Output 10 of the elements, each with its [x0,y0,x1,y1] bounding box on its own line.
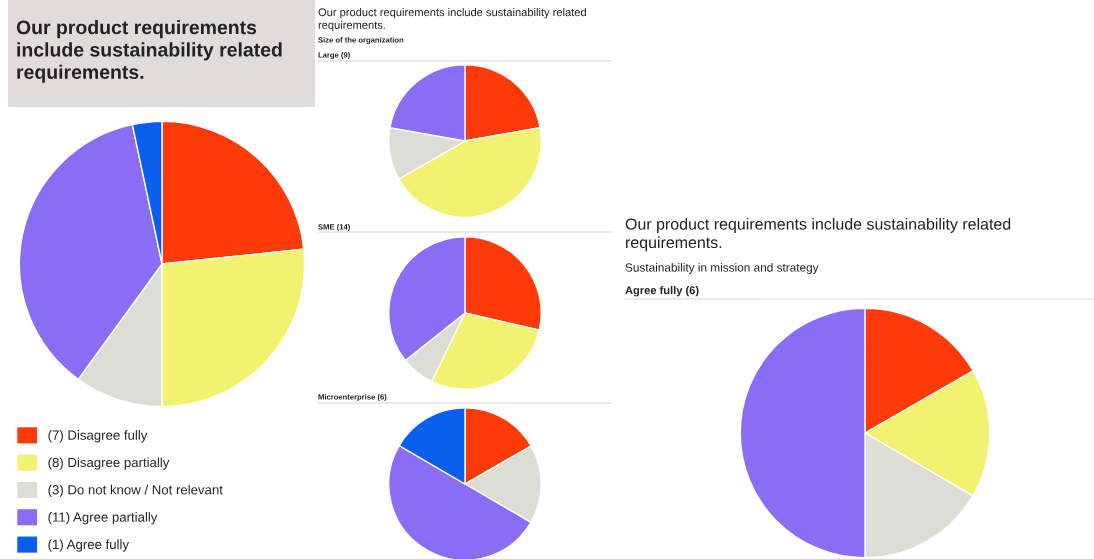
legend-label: (8) Disagree partially [48,457,170,470]
text: Agree fully (6) [625,286,699,297]
chart-subtitle: Sustainability in mission and strategy [625,263,819,274]
legend-label: (7) Disagree fully [48,430,148,443]
legend-label: (3) Do not know / Not relevant [48,484,223,498]
legend-label: (1) Agree fully [48,539,129,552]
legend-label: (11) Agree partially [48,512,158,525]
chart-title: Our product requirements include sustainability related requirements. [16,20,282,83]
chart-title: Our product requirements include sustainability related requirements. [318,8,586,32]
chart-title: Our product requirements include sustainability related requirements. [625,218,1011,252]
